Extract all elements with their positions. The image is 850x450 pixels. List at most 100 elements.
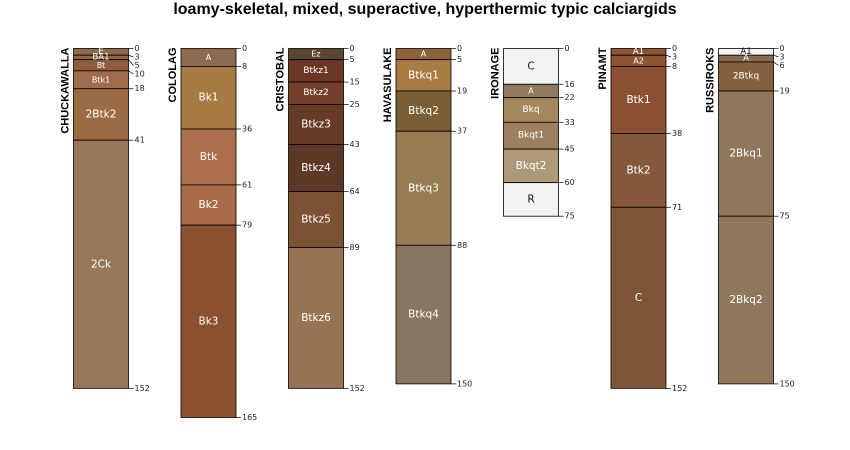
soil-profile: Ez Btkz1 Btkz2 Btkz3 Btkz4 Btkz5 Btkz6 0 5 15 25 43… xyxy=(275,44,365,393)
depth-label: 60 xyxy=(565,178,575,187)
horizon-label: Btkz2 xyxy=(303,88,328,98)
horizon-label: A1 xyxy=(740,47,751,57)
horizon-block xyxy=(180,184,237,226)
horizon-label: Bt xyxy=(97,61,106,70)
horizon-label: Btk xyxy=(200,151,218,163)
depth-label: 3 xyxy=(780,53,785,62)
depth-label: 89 xyxy=(350,243,360,252)
depth-tick xyxy=(128,59,134,66)
horizon-block xyxy=(395,130,452,246)
depth-label: 0 xyxy=(457,44,462,53)
depth-label: 10 xyxy=(135,70,145,79)
depth-label: 0 xyxy=(672,44,677,53)
depth-label: 150 xyxy=(780,379,795,388)
horizon-label: Btkq3 xyxy=(408,182,439,194)
horizon-label: Btkq2 xyxy=(408,105,439,117)
horizon-block xyxy=(718,90,774,217)
horizon-label: Btk2 xyxy=(626,164,650,176)
profile-name: IRONAGE xyxy=(490,48,502,99)
depth-label: 0 xyxy=(780,44,785,53)
depth-label: 150 xyxy=(457,379,472,388)
depth-label: 25 xyxy=(350,100,360,109)
depth-label: 8 xyxy=(672,62,677,71)
depth-label: 75 xyxy=(565,212,575,221)
depth-tick xyxy=(128,54,134,58)
soil-profile: A Btkq1 Btkq2 Btkq3 Btkq4 0 5 19 37 88 150 HAVASULA… xyxy=(382,44,472,388)
depth-label: 79 xyxy=(242,221,252,230)
soil-profile: A Bk1 Btk Bk2 Bk3 0 8 36 61 79 165 COLOLAG xyxy=(167,44,257,422)
horizon-label: Bk2 xyxy=(199,199,219,211)
soil-profile: A1A 2Btkq 2Bkq1 2Bkq2 036 19 75 150 RUSSIROKS xyxy=(705,44,795,388)
chart-title: loamy-skeletal, mixed, superactive, hype… xyxy=(173,1,677,18)
horizon-label: Bkqt2 xyxy=(516,160,547,172)
depth-label: 165 xyxy=(242,413,257,422)
depth-label: 33 xyxy=(565,118,575,127)
horizon-label: C xyxy=(635,292,642,304)
profile-name: CHUCKAWALLA xyxy=(60,47,72,133)
depth-label: 16 xyxy=(565,80,575,89)
depth-label: 152 xyxy=(135,384,150,393)
horizon-label: R xyxy=(527,193,534,205)
depth-label: 0 xyxy=(565,44,570,53)
horizon-label: A xyxy=(743,54,749,64)
horizon-label: Bk1 xyxy=(199,92,219,104)
depth-label: 0 xyxy=(350,44,355,53)
horizon-block xyxy=(180,128,237,186)
horizon-label: C xyxy=(527,60,534,72)
horizon-label: 2Btkq xyxy=(733,71,759,81)
depth-label: 152 xyxy=(350,384,365,393)
depth-label: 43 xyxy=(350,140,360,149)
horizon-block xyxy=(503,48,559,85)
depth-label: 88 xyxy=(457,241,467,250)
horizon-label: Btk1 xyxy=(626,94,650,106)
depth-tick xyxy=(128,70,134,75)
horizon-block xyxy=(395,59,452,92)
horizon-label: Ez xyxy=(311,50,320,59)
depth-label: 3 xyxy=(135,53,140,62)
depth-label: 36 xyxy=(242,124,252,133)
depth-label: 15 xyxy=(350,78,360,87)
horizon-block xyxy=(288,191,344,248)
horizon-label: Bkqt1 xyxy=(518,131,544,141)
depth-label: 3 xyxy=(672,53,677,62)
horizon-label: Btkz4 xyxy=(301,162,331,174)
horizon-block xyxy=(503,148,559,184)
profile-name: CRISTOBAL xyxy=(275,47,287,111)
horizon-block xyxy=(180,224,237,418)
horizon-label: Btkq4 xyxy=(408,309,439,321)
depth-label: 41 xyxy=(135,136,145,145)
horizon-block xyxy=(288,144,344,193)
horizon-block xyxy=(718,61,774,92)
horizon-block xyxy=(395,244,452,385)
horizon-label: BA1 xyxy=(92,52,109,62)
horizon-label: A1 xyxy=(633,47,644,57)
depth-label: 75 xyxy=(780,212,790,221)
depth-label: 0 xyxy=(135,44,140,53)
horizon-block xyxy=(610,133,667,208)
horizon-label: Bk3 xyxy=(199,315,219,327)
depth-label: 61 xyxy=(242,180,252,189)
horizon-label: Btkq1 xyxy=(408,69,439,81)
depth-label: 5 xyxy=(457,55,462,64)
depth-label: 19 xyxy=(780,86,790,95)
depth-label: 22 xyxy=(565,93,575,102)
horizon-label: 2Btk2 xyxy=(86,108,117,120)
horizon-block xyxy=(718,215,774,385)
depth-tick xyxy=(773,54,779,58)
horizon-label: 2Bkq2 xyxy=(729,294,762,306)
soil-profile: C A Bkq Bkqt1 Bkqt2 R 0 16 22 33 45 60 75 IRONAGE xyxy=(490,44,575,221)
profile-name: HAVASULAKE xyxy=(382,48,394,123)
depth-label: 8 xyxy=(242,62,247,71)
depth-label: 19 xyxy=(457,86,467,95)
profile-name: RUSSIROKS xyxy=(705,48,717,113)
depth-tick xyxy=(665,54,672,58)
depth-label: 5 xyxy=(350,55,355,64)
profile-name: PINAMT xyxy=(597,47,609,89)
depth-label: 64 xyxy=(350,187,360,196)
profile-name: COLOLAG xyxy=(167,48,179,103)
horizon-label: Bkq xyxy=(522,105,539,115)
horizon-block xyxy=(503,97,559,123)
